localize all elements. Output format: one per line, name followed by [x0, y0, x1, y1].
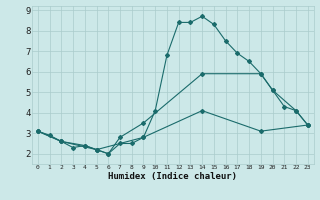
X-axis label: Humidex (Indice chaleur): Humidex (Indice chaleur): [108, 172, 237, 181]
